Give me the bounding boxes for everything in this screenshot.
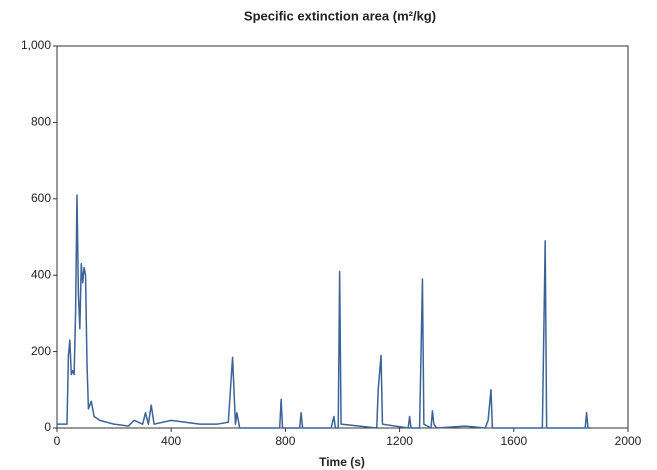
- x-tick-label: 1600: [500, 434, 527, 448]
- x-tick-label: 1200: [386, 434, 413, 448]
- x-tick-label: 0: [54, 434, 61, 448]
- y-tick-label: 800: [31, 115, 51, 129]
- x-tick-label: 2000: [615, 434, 642, 448]
- plot-frame: [56, 45, 629, 429]
- y-tick-label: 0: [44, 420, 51, 434]
- x-tick-label: 400: [161, 434, 181, 448]
- y-tick-label: 400: [31, 267, 51, 281]
- y-tick-label: 600: [31, 191, 51, 205]
- x-axis-label: Time (s): [319, 455, 365, 469]
- chart-title: Specific extinction area (m²/kg): [244, 8, 436, 23]
- data-line: [57, 194, 591, 429]
- y-tick-label: 1,000: [21, 38, 51, 52]
- y-tick-label: 200: [31, 344, 51, 358]
- x-tick-label: 800: [275, 434, 295, 448]
